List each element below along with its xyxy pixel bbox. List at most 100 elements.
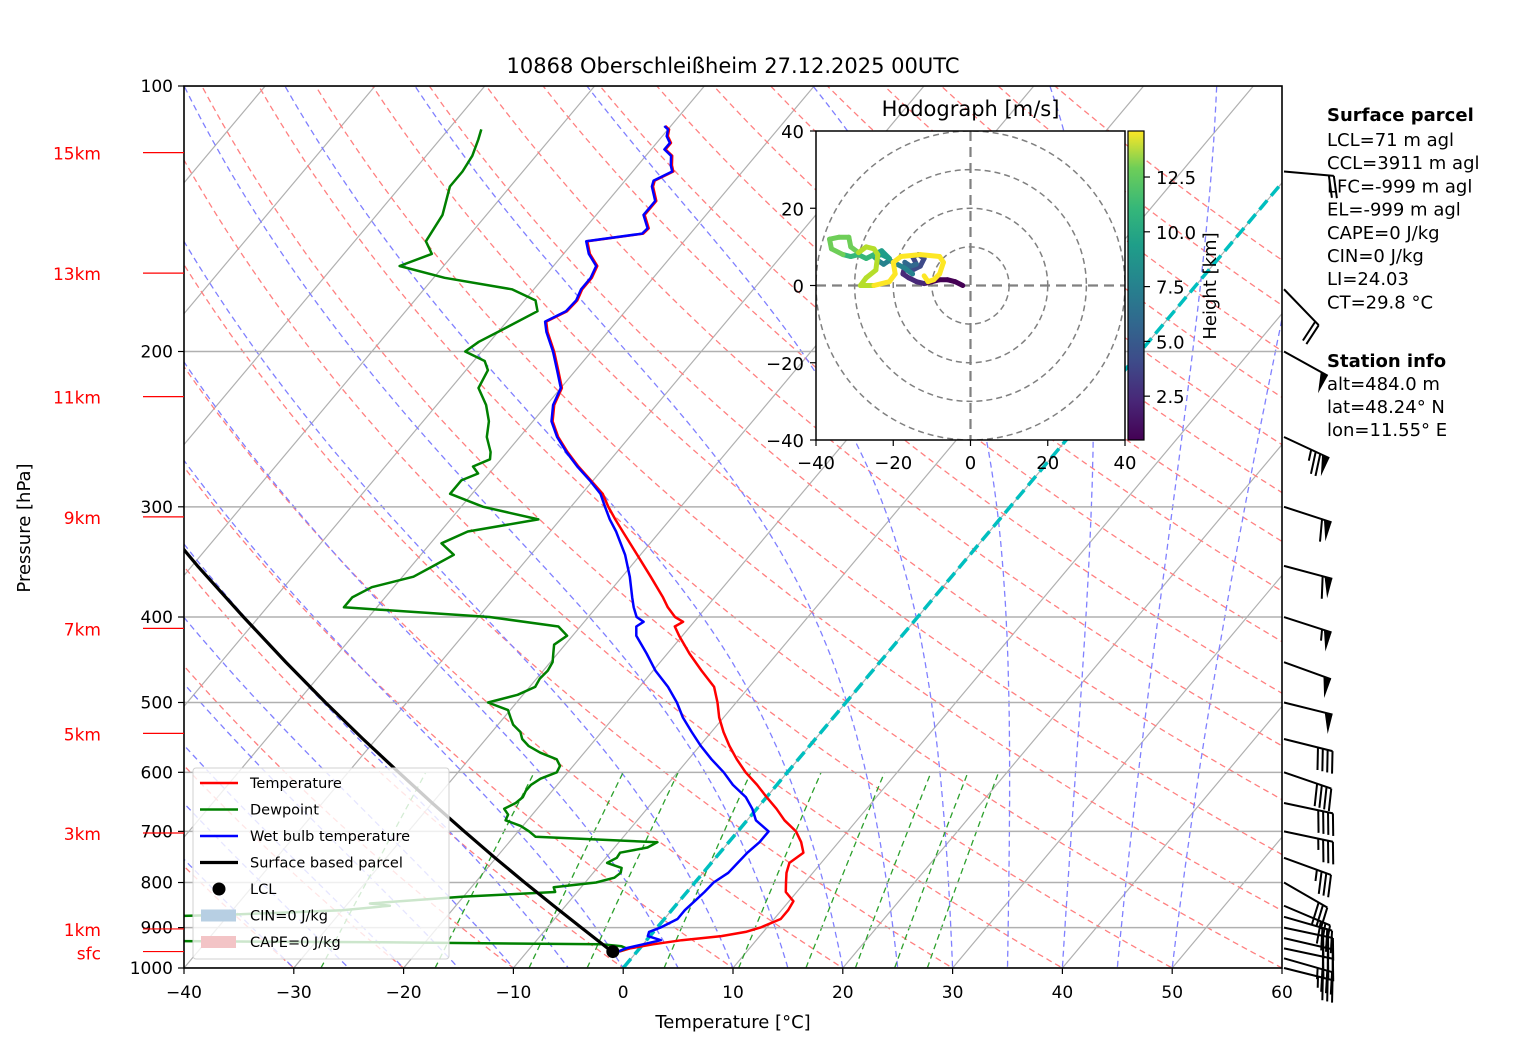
barb-half	[1320, 629, 1324, 641]
moist-adiabat-line	[812, 86, 1011, 968]
wind-barb	[1283, 957, 1334, 995]
hodograph-x-tick-label: −20	[874, 453, 912, 474]
wind-barb	[1283, 738, 1334, 774]
barb-shaft	[1283, 967, 1333, 982]
barb-shaft	[1283, 937, 1333, 951]
x-axis-ticks: −40 −30 −20 −10 0 10 20 30 40 50 60	[166, 968, 1293, 1003]
barb-full	[1315, 904, 1324, 927]
height-labels: 15km 13km 11km 9km 7km 5km 3km 1km sfc	[53, 145, 184, 965]
station-info-line: lat=48.24° N	[1327, 397, 1445, 418]
hodograph-y-tick-label: 20	[781, 199, 804, 220]
barb-full	[1327, 175, 1333, 198]
hodograph-segment	[921, 273, 931, 285]
hodograph-y-tick-label: −20	[766, 354, 804, 375]
lcl-marker	[606, 945, 620, 959]
barb-full	[1314, 453, 1322, 477]
hodograph-x-tick-label: 20	[1036, 453, 1059, 474]
wind-barbs	[1283, 170, 1338, 1003]
barb-shaft	[1283, 830, 1334, 843]
surface-parcel-line: LI=24.03	[1327, 269, 1409, 290]
moist-adiabat-line	[184, 360, 679, 968]
hodograph-segment	[871, 279, 892, 288]
hodograph-plot	[816, 131, 1125, 440]
mixing-ratio-line	[926, 772, 1000, 968]
barb-full	[1318, 785, 1323, 808]
hodograph-y-tick-label: −40	[766, 431, 804, 452]
y-tick-label: 200	[141, 343, 173, 363]
mixing-ratio-line	[738, 772, 822, 968]
isotherm-line	[951, 574, 1282, 968]
moist-adiabat-line	[184, 682, 460, 968]
y-tick-label: 100	[141, 77, 173, 97]
barb-pennant	[1323, 676, 1331, 699]
barb-shaft	[1283, 661, 1332, 681]
station-info-line: lon=11.55° E	[1327, 420, 1447, 441]
barb-shaft	[1283, 771, 1332, 790]
hodograph-x-tick-label: 40	[1114, 453, 1137, 474]
x-tick-label: −30	[276, 983, 312, 1003]
barb-pennant	[1323, 629, 1332, 652]
wind-barb	[1283, 436, 1330, 477]
barb-shaft	[1283, 881, 1328, 909]
barb-half	[1307, 449, 1313, 461]
barb-shaft	[1283, 802, 1334, 815]
barb-full	[1302, 321, 1317, 342]
barb-full	[1327, 788, 1333, 812]
barb-shaft	[1283, 350, 1329, 377]
barb-shaft	[1283, 738, 1333, 753]
surface-parcel-line: CT=29.8 °C	[1327, 292, 1433, 313]
mixing-ratio-line	[854, 772, 932, 968]
moist-adiabat-line	[586, 86, 954, 968]
isotherm-line	[842, 443, 1282, 968]
surface-parcel-line: CIN=0 J/kg	[1327, 246, 1424, 267]
dry-adiabat-line	[257, 86, 1282, 968]
hodograph-segment	[873, 252, 881, 273]
x-tick-label: 0	[618, 983, 629, 1003]
barb-shaft	[1283, 926, 1334, 940]
barb-shaft	[1283, 701, 1333, 716]
legend: Temperature Dewpoint Wet bulb temperature S…	[192, 767, 450, 960]
colorbar-tick-label: 12.5	[1156, 168, 1196, 189]
barb-full	[1329, 930, 1334, 954]
y-axis-label: Pressure [hPa]	[14, 463, 35, 592]
height-label: 15km	[53, 145, 101, 165]
barb-full	[1317, 871, 1323, 894]
height-label: 9km	[64, 509, 101, 529]
dry-adiabat-line	[314, 86, 1282, 912]
moist-adiabat-line	[1116, 86, 1218, 968]
x-tick-label: −10	[495, 983, 531, 1003]
legend-swatch-marker	[212, 882, 226, 896]
y-tick-label: 1000	[130, 959, 173, 979]
x-axis-label: Temperature [°C]	[654, 1012, 810, 1033]
isotherm-line	[184, 86, 376, 315]
isotherm-line	[184, 86, 486, 446]
legend-label: Temperature	[249, 776, 342, 792]
surface-parcel-line: LFC=-999 m agl	[1327, 176, 1472, 197]
isotherm-line	[184, 86, 596, 577]
wind-barb	[1283, 856, 1332, 898]
legend-label: Surface based parcel	[250, 856, 403, 872]
height-label: 1km	[64, 921, 101, 941]
legend-label: CIN=0 J/kg	[250, 909, 328, 925]
barb-full	[1325, 925, 1332, 948]
wind-barb	[1283, 505, 1332, 542]
barb-full	[1311, 902, 1320, 925]
dry-adiabat-line	[599, 86, 1282, 643]
hodograph-y-tick-label: 40	[781, 122, 804, 143]
dry-adiabat-line	[542, 86, 1282, 695]
dry-adiabat-line	[184, 263, 954, 968]
wind-barb	[1283, 350, 1329, 394]
wind-barb	[1283, 170, 1338, 199]
surface-parcel-line: CAPE=0 J/kg	[1327, 223, 1440, 244]
hodograph-title: Hodograph [m/s]	[882, 97, 1060, 121]
colorbar-tick-label: 7.5	[1156, 278, 1185, 299]
isotherm-line	[1061, 705, 1282, 968]
colorbar-tick-label: 10.0	[1156, 223, 1196, 244]
legend-swatch-patch	[201, 909, 236, 922]
moist-adiabat-line	[1049, 86, 1095, 968]
dry-adiabat-line	[184, 365, 845, 968]
moist-adiabat-line	[284, 86, 844, 968]
moist-adiabat-line	[184, 459, 624, 968]
